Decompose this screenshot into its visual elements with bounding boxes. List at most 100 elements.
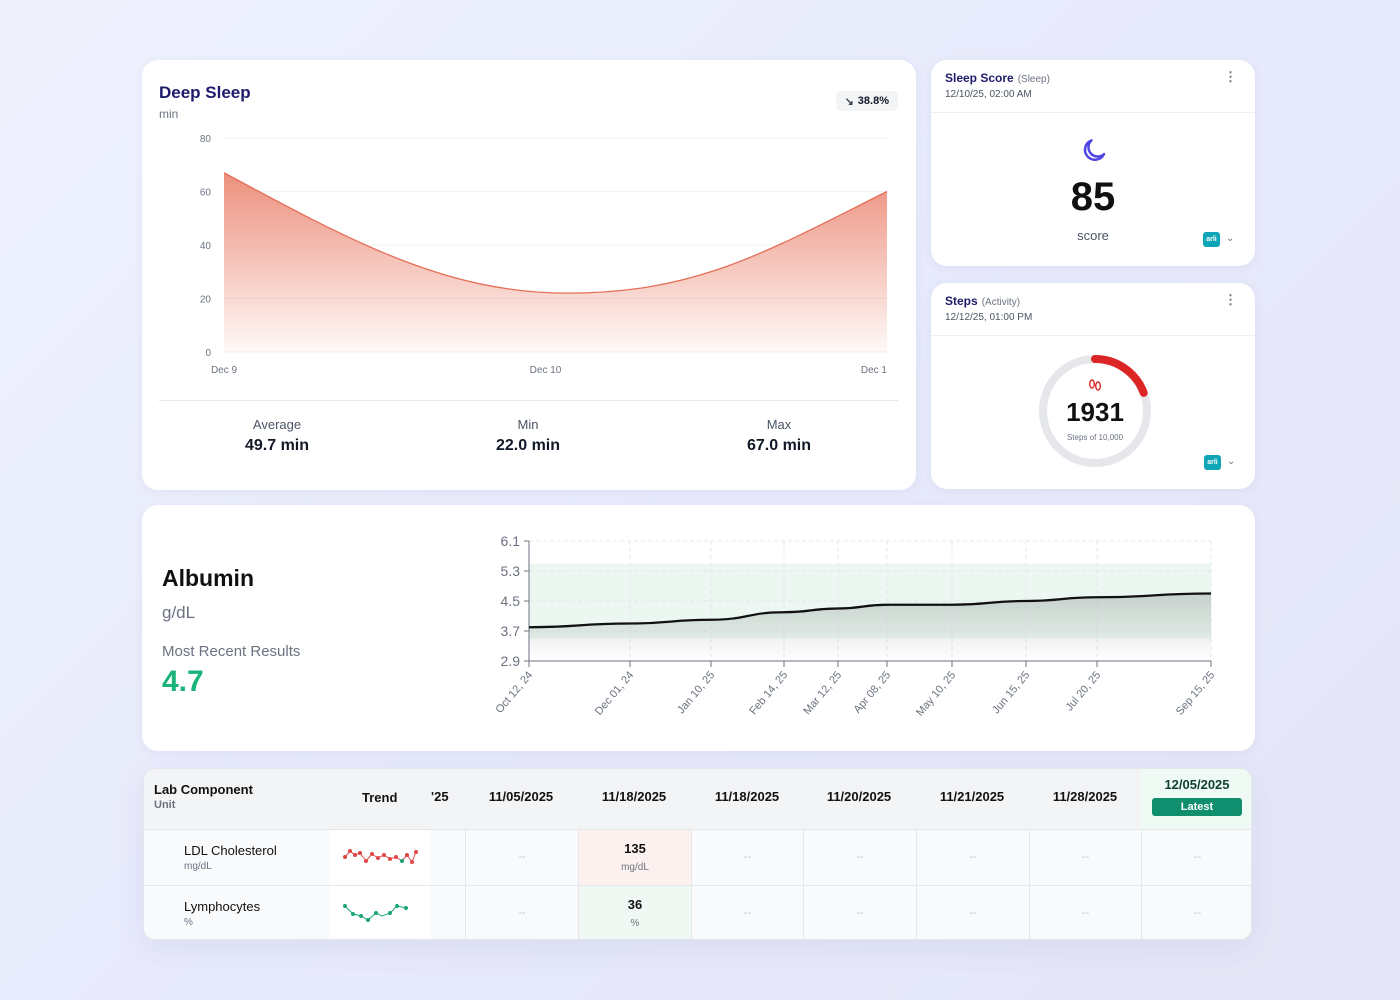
albumin-unit: g/dL (162, 603, 196, 622)
date-header[interactable]: 11/05/2025 (488, 789, 554, 804)
result-cell[interactable]: -- (916, 886, 1029, 939)
y-tick-label: 80 (200, 134, 212, 145)
stat-average: Average 49.7 min (177, 417, 377, 455)
deep-sleep-chart: 0 20 40 60 80 Dec 9 Dec 10 Dec 1 (200, 134, 888, 376)
result-cell[interactable]: -- (691, 886, 803, 939)
x-tick-label: Dec 01, 24 (593, 669, 636, 717)
partial-date-text: 25 (434, 789, 449, 804)
x-tick-label: Jul 20, 25 (1063, 669, 1103, 713)
table-row[interactable]: Lymphocytes % -- 36 % -- -- -- -- -- (144, 885, 1251, 939)
result-cell[interactable]: -- (465, 886, 578, 939)
result-cell[interactable]: -- (803, 886, 916, 939)
sleep-score-card[interactable]: Sleep Score (Sleep) 12/10/25, 02:00 AM ⋮ … (931, 60, 1255, 266)
y-tick-label: 6.1 (501, 533, 521, 549)
deep-sleep-title: Deep Sleep (159, 83, 251, 102)
empty-value: -- (518, 851, 526, 863)
source-badge[interactable]: arli (1203, 232, 1220, 247)
result-cell[interactable]: -- (916, 830, 1029, 885)
x-tick-label: Jun 15, 25 (990, 669, 1032, 716)
table-row[interactable]: LDL Cholesterol mg/dL -- 135 mg/dL -- --… (144, 829, 1251, 885)
stat-label: Average (252, 417, 302, 432)
card-header: Sleep Score (Sleep) (945, 71, 1050, 85)
steps-progress-arc (1091, 355, 1148, 397)
stat-value: 49.7 min (244, 437, 310, 454)
lab-component-name: Lymphocytes (184, 899, 261, 914)
metric-name: Sleep Score (945, 71, 1014, 85)
albumin-line (528, 592, 1212, 629)
deep-sleep-card[interactable]: Deep Sleep min ↘ 38.8% 0 20 40 60 80 Dec 9 Dec… (142, 60, 916, 490)
lab-component-unit: mg/dL (184, 861, 212, 872)
date-header[interactable]: 11/20/2025 (826, 789, 892, 804)
empty-value: -- (743, 851, 752, 863)
area-fill (224, 172, 887, 352)
y-tick-label: 40 (200, 241, 212, 252)
date-header[interactable]: 11/18/2025 (601, 789, 667, 804)
date-header[interactable]: 11/21/2025 (939, 789, 1005, 804)
date-header-partial[interactable]: '25 (431, 789, 449, 804)
latest-badge: Latest (1152, 798, 1242, 816)
stat-label: Max (766, 417, 792, 432)
empty-value: -- (1081, 851, 1090, 863)
trend-down-icon: ↘ (844, 95, 854, 108)
x-tick-label: Jan 10, 25 (675, 669, 717, 716)
result-unit: % (630, 918, 640, 929)
y-tick-label: 60 (200, 188, 212, 199)
x-tick-label: Dec 1 (861, 365, 888, 376)
ldl-trend-sparkline (330, 830, 430, 885)
lab-component-unit: % (184, 917, 193, 928)
more-menu-icon[interactable]: ⋮ (1224, 292, 1237, 307)
y-tick-label: 2.9 (501, 653, 521, 669)
result-cell-high[interactable]: 135 mg/dL (578, 830, 691, 885)
y-tick-label: 20 (200, 295, 212, 306)
deep-sleep-unit: min (159, 107, 179, 121)
y-tick-label: 3.7 (501, 623, 521, 639)
chevron-down-icon[interactable]: ⌄ (1227, 456, 1236, 467)
empty-value: -- (969, 851, 977, 863)
result-cell[interactable]: -- (1141, 886, 1251, 939)
empty-value: -- (1193, 851, 1202, 863)
metric-category: (Activity) (981, 297, 1021, 308)
metric-category: (Sleep) (1017, 74, 1050, 85)
result-value: 135 (624, 841, 646, 856)
latest-date-header[interactable]: 12/05/2025 (1164, 777, 1230, 792)
x-tick-label: Feb 14, 25 (747, 669, 790, 717)
result-cell-normal[interactable]: 36 % (578, 886, 691, 939)
albumin-card[interactable]: Albumin g/dL Most Recent Results 4.7 6.1… (142, 505, 1255, 751)
date-header[interactable]: 11/28/2025 (1052, 789, 1118, 804)
lab-component-header: Lab Component (154, 782, 253, 797)
more-menu-icon[interactable]: ⋮ (1224, 69, 1237, 84)
x-tick-label: May 10, 25 (914, 669, 958, 718)
steps-card[interactable]: Steps (Activity) 12/12/25, 01:00 PM ⋮ 193… (931, 283, 1255, 489)
chevron-down-icon[interactable]: ⌄ (1226, 233, 1235, 244)
result-cell[interactable]: -- (1029, 886, 1141, 939)
x-tick-label: Dec 10 (530, 365, 562, 376)
area-line (223, 172, 888, 294)
result-cell[interactable]: -- (465, 830, 578, 885)
steps-progress-ring (1039, 355, 1151, 467)
source-badge[interactable]: arli (1204, 455, 1221, 470)
lab-component-name: LDL Cholesterol (184, 843, 277, 858)
stat-value: 22.0 min (495, 437, 561, 454)
empty-value: -- (518, 907, 526, 919)
result-cell[interactable]: -- (1141, 830, 1251, 885)
date-header[interactable]: 11/18/2025 (714, 789, 780, 804)
metric-timestamp: 12/10/25, 02:00 AM (945, 89, 1032, 100)
trend-badge: ↘ 38.8% (835, 91, 898, 111)
stat-value: 67.0 min (746, 437, 812, 454)
metric-timestamp: 12/12/25, 01:00 PM (945, 312, 1033, 323)
empty-value: -- (969, 907, 977, 919)
card-header: Steps (Activity) (945, 294, 1020, 308)
result-cell[interactable]: -- (691, 830, 803, 885)
result-value: 36 (627, 897, 643, 912)
divider (159, 400, 898, 401)
unit-header: Unit (154, 799, 176, 811)
empty-value: -- (1193, 907, 1202, 919)
result-cell[interactable]: -- (803, 830, 916, 885)
x-tick-label: Mar 12, 25 (801, 669, 844, 717)
result-cell[interactable]: -- (1029, 830, 1141, 885)
area-fill (529, 593, 1211, 661)
stat-label: Min (517, 417, 539, 432)
x-tick-label: Oct 12, 24 (493, 669, 535, 716)
